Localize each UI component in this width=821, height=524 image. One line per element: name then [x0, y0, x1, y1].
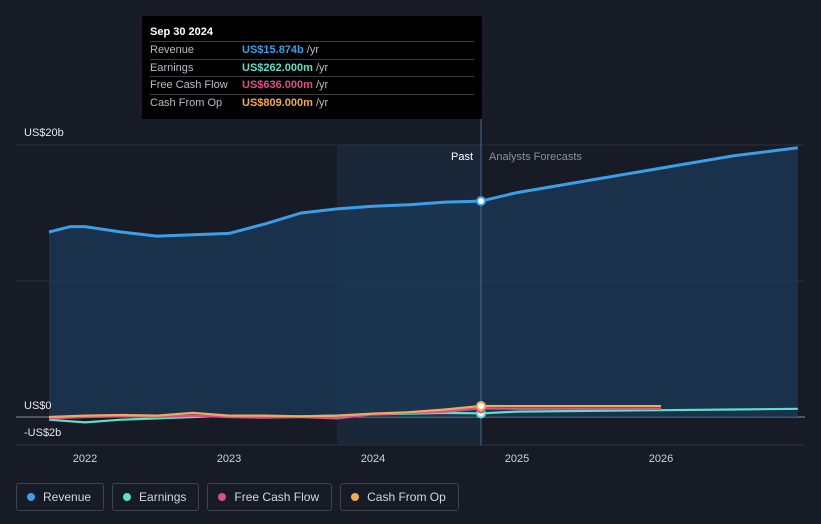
- y-tick-label: US$20b: [24, 127, 64, 139]
- tooltip-value: US$809.000m: [242, 96, 313, 109]
- tooltip-unit: /yr: [306, 44, 319, 56]
- tooltip-value: US$15.874b: [242, 44, 304, 56]
- legend-item-free-cash-flow[interactable]: Free Cash Flow: [207, 483, 333, 511]
- tooltip-label: Free Cash Flow: [150, 79, 228, 91]
- legend-label: Cash From Op: [367, 490, 446, 504]
- tooltip-date: Sep 30 2024: [150, 26, 213, 38]
- legend: Revenue Earnings Free Cash Flow Cash Fro…: [16, 483, 467, 511]
- tooltip-label: Revenue: [150, 44, 195, 56]
- x-tick-label: 2023: [217, 453, 241, 465]
- x-tick-label: 2022: [73, 453, 97, 465]
- marker-layer: [476, 196, 486, 419]
- legend-label: Free Cash Flow: [234, 490, 320, 504]
- free-cash-flow-dot-icon: [218, 493, 227, 501]
- past-label: Past: [451, 151, 473, 163]
- revenue-line: [48, 146, 798, 238]
- y-tick-label: US$0: [24, 400, 52, 412]
- tooltip-value: US$636.000m: [242, 79, 313, 91]
- revenue-dot-icon: [27, 493, 35, 501]
- tooltip-label: Earnings: [150, 61, 194, 74]
- tooltip-value: US$262.000m: [242, 61, 313, 74]
- tooltip-row-revenue: Revenue US$15.874b /yr: [150, 41, 474, 59]
- x-axis-labels: 2022 2023 2024 2025 2026: [73, 453, 673, 465]
- legend-item-revenue[interactable]: Revenue: [16, 483, 105, 511]
- cash-from-op-line: [48, 404, 661, 419]
- x-tick-label: 2026: [649, 453, 673, 465]
- cash-from-op-dot-icon: [351, 493, 360, 501]
- x-tick-label: 2025: [505, 453, 529, 465]
- legend-item-earnings[interactable]: Earnings: [112, 483, 200, 511]
- legend-item-cash-from-op[interactable]: Cash From Op: [340, 483, 459, 511]
- revenue-marker: [476, 196, 486, 207]
- tooltip-unit: /yr: [315, 79, 329, 91]
- y-tick-label: -US$2b: [24, 427, 61, 439]
- x-tick-label: 2024: [361, 453, 385, 465]
- earnings-dot-icon: [123, 493, 132, 501]
- tooltip-unit: /yr: [315, 61, 329, 74]
- cash-from-op-marker: [476, 400, 486, 411]
- legend-label: Earnings: [139, 490, 187, 504]
- tooltip-row-earnings: Earnings US$262.000m /yr: [150, 58, 474, 77]
- tooltip-row-cash-from-op: Cash From Op US$809.000m /yr: [150, 93, 474, 112]
- tooltip-label: Cash From Op: [150, 96, 223, 109]
- tooltip-row-free-cash-flow: Free Cash Flow US$636.000m /yr: [150, 76, 474, 94]
- tooltip-unit: /yr: [315, 96, 329, 109]
- legend-label: Revenue: [43, 490, 92, 504]
- free-cash-flow-line: [48, 407, 661, 420]
- series-layer: [48, 146, 798, 424]
- revenue-area: [49, 147, 798, 417]
- forecast-label: Analysts Forecasts: [489, 151, 582, 163]
- tooltip: Sep 30 2024 Revenue US$15.874b /yr Earni…: [142, 16, 482, 119]
- y-axis-labels: US$20b US$0 -US$2b: [24, 127, 64, 439]
